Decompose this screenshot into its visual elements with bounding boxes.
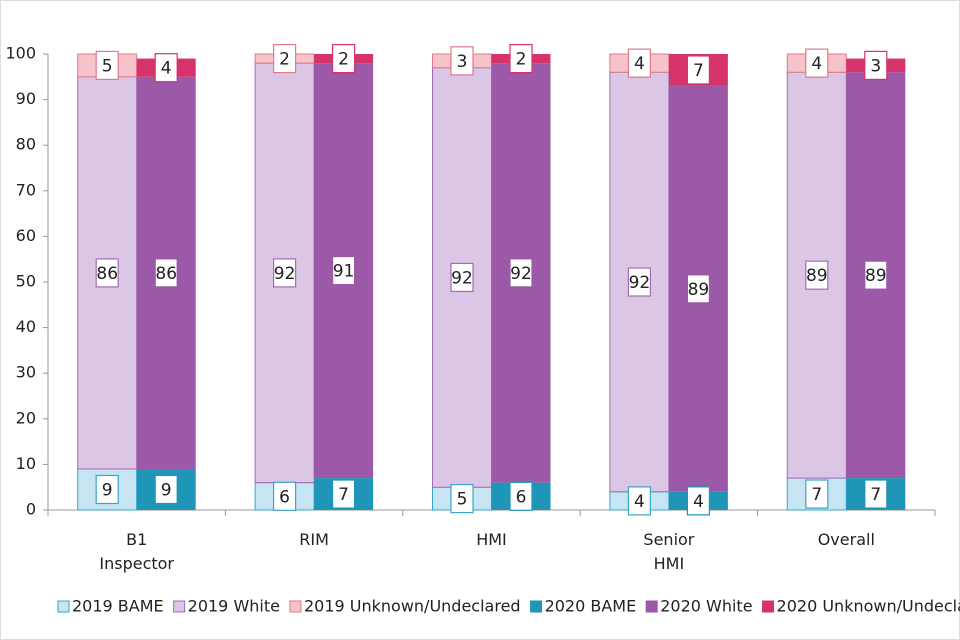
y-tick-label: 90 (16, 89, 36, 108)
label-box (627, 48, 652, 78)
legend-label: 2019 Unknown/Undeclared (304, 597, 521, 616)
data-label: 2 (279, 50, 290, 70)
legend-swatch (530, 600, 543, 613)
data-label: 7 (870, 485, 881, 505)
data-label: 4 (161, 59, 172, 79)
y-tick-label: 50 (16, 272, 36, 291)
data-label: 4 (634, 54, 645, 74)
label-box (864, 260, 888, 290)
y-tick-label: 100 (5, 44, 36, 63)
label-box (509, 43, 533, 74)
y-tick-label: 80 (16, 135, 36, 154)
label-box (154, 53, 178, 83)
y-tick-label: 40 (16, 317, 36, 336)
data-label: 89 (688, 280, 710, 300)
label-box (686, 486, 711, 516)
label-box (686, 55, 711, 85)
data-label: 2 (516, 50, 527, 70)
label-box (686, 274, 711, 304)
label-box (95, 50, 119, 81)
label-box (450, 262, 474, 293)
data-label: 7 (693, 61, 704, 81)
data-label: 9 (102, 480, 113, 500)
data-label: 3 (457, 52, 468, 72)
legend-label: 2019 White (188, 597, 280, 616)
y-tick-label: 0 (26, 500, 36, 519)
y-tick-label: 10 (16, 454, 36, 473)
data-label: 9 (161, 480, 172, 500)
legend-label: 2020 BAME (545, 597, 637, 616)
label-box (864, 479, 888, 509)
data-label: 92 (510, 264, 532, 284)
label-box (95, 474, 119, 505)
legend-label: 2020 White (660, 597, 752, 616)
data-label: 6 (516, 487, 527, 507)
data-label: 92 (451, 268, 473, 288)
label-box (627, 486, 652, 516)
data-label: 5 (102, 56, 113, 76)
label-box (273, 43, 297, 74)
legend-swatch (173, 600, 186, 613)
label-box (332, 43, 356, 74)
data-label: 91 (333, 262, 355, 282)
x-tick-label: RIM (299, 530, 329, 549)
data-label: 6 (279, 487, 290, 507)
legend-swatch (762, 600, 775, 613)
y-tick-label: 30 (16, 363, 36, 382)
data-label: 4 (811, 54, 822, 74)
data-label: 89 (865, 266, 887, 286)
data-label: 92 (274, 264, 296, 284)
y-tick-label: 20 (16, 408, 36, 427)
data-label: 7 (338, 485, 349, 505)
label-box (95, 258, 119, 288)
label-box (154, 474, 178, 505)
label-box (864, 50, 888, 81)
label-box (805, 479, 829, 509)
label-box (450, 484, 474, 514)
data-label: 4 (693, 492, 704, 512)
label-box (332, 256, 356, 286)
legend-label: 2019 BAME (72, 597, 164, 616)
y-tick-label: 70 (16, 180, 36, 199)
data-label: 86 (96, 264, 118, 284)
label-box (509, 481, 533, 511)
label-box (332, 479, 356, 509)
label-box (805, 48, 829, 78)
label-box (805, 260, 829, 290)
x-tick-label: HMI (476, 530, 507, 549)
label-box (509, 258, 533, 288)
legend-swatch (645, 600, 658, 613)
label-box (450, 46, 474, 76)
x-tick-label: Overall (818, 530, 875, 549)
label-box (273, 481, 297, 511)
label-box (627, 267, 652, 297)
data-label: 2 (338, 50, 349, 70)
legend-swatch (57, 600, 70, 613)
data-label: 4 (634, 492, 645, 512)
data-label: 7 (811, 485, 822, 505)
y-tick-label: 60 (16, 226, 36, 245)
data-label: 92 (629, 273, 651, 293)
data-label: 3 (870, 56, 881, 76)
data-label: 89 (806, 266, 828, 286)
data-label: 5 (457, 490, 468, 510)
label-box (273, 258, 297, 288)
legend-label: 2020 Unknown/Undeclared (777, 597, 960, 616)
x-tick-label: B1 Inspector (99, 530, 174, 573)
legend-swatch (289, 600, 302, 613)
x-tick-label: Senior HMI (643, 530, 694, 573)
data-label: 86 (155, 264, 177, 284)
label-box (154, 258, 178, 288)
